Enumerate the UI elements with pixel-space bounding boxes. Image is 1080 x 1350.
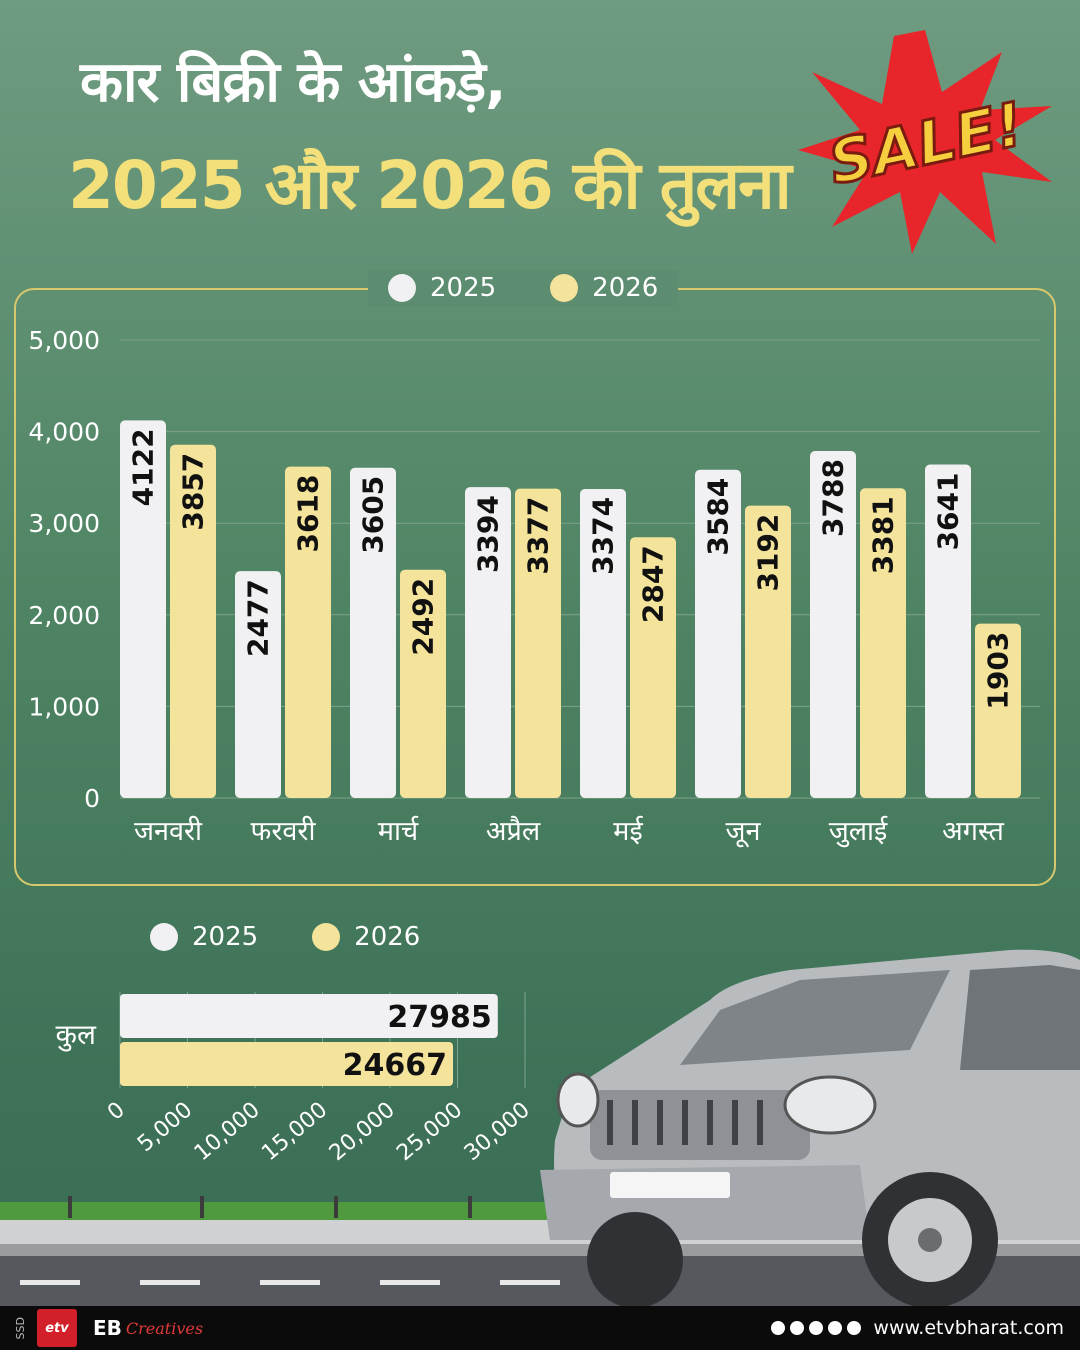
data-label-2026-6: 3192 bbox=[752, 514, 785, 592]
data-label-2025-4: 3394 bbox=[472, 495, 505, 573]
y-tick-label: 2,000 bbox=[28, 601, 100, 630]
bar-2025-1 bbox=[120, 420, 166, 798]
x-tick-label: 15,000 bbox=[257, 1097, 332, 1166]
bar-2026-2 bbox=[285, 466, 331, 798]
x-tick-label: 25,000 bbox=[392, 1097, 467, 1166]
x-category-label: मार्च bbox=[378, 815, 419, 847]
data-label-2026-1: 3857 bbox=[177, 453, 210, 531]
bar-2025-6 bbox=[695, 469, 741, 798]
social-icons bbox=[771, 1321, 862, 1335]
legend-bottom-dot-2026 bbox=[312, 923, 341, 951]
bar-2026-3 bbox=[400, 569, 446, 798]
bar-2026-8 bbox=[975, 623, 1021, 798]
website-link[interactable]: www.etvbharat.com bbox=[873, 1317, 1064, 1339]
footer-creatives: Creatives bbox=[125, 1318, 204, 1338]
y-tick-label: 4,000 bbox=[28, 418, 100, 447]
total-category-label: कुल bbox=[56, 1018, 98, 1052]
data-label-2026-7: 3381 bbox=[867, 496, 900, 574]
data-label-2026-2: 3618 bbox=[292, 475, 325, 553]
legend-top: 2025 2026 bbox=[368, 270, 679, 306]
bar-2026-1 bbox=[170, 444, 216, 798]
sale-starburst-icon bbox=[798, 30, 1052, 254]
data-label-2025-2: 2477 bbox=[242, 579, 275, 657]
total-bar-2026 bbox=[120, 1042, 454, 1086]
bar-2025-7 bbox=[810, 451, 856, 798]
sale-badge: SALE! bbox=[798, 30, 1052, 254]
x-tick-label: 30,000 bbox=[460, 1097, 535, 1166]
data-label-2025-3: 3605 bbox=[357, 476, 390, 554]
data-label-2026-8: 1903 bbox=[982, 632, 1015, 710]
youtube-icon[interactable] bbox=[828, 1321, 843, 1335]
legend-bottom-dot-2025 bbox=[150, 923, 178, 951]
legend-bottom-item-2025: 2025 bbox=[150, 922, 258, 952]
x-category-label: जून bbox=[725, 816, 761, 848]
bar-2025-8 bbox=[925, 464, 971, 798]
footer-ssd: SSD bbox=[14, 1316, 27, 1340]
footer-bar: SSD etv EB Creatives www.etvbharat.com bbox=[0, 1306, 1080, 1350]
legend-bottom-label-2025: 2025 bbox=[192, 922, 259, 952]
data-label-2025-8: 3641 bbox=[932, 472, 965, 550]
total-data-label-2025: 27985 bbox=[387, 1000, 491, 1035]
data-label-2025-7: 3788 bbox=[817, 459, 850, 537]
bar-2025-2 bbox=[235, 571, 281, 798]
legend-bottom-item-2026: 2026 bbox=[312, 922, 420, 952]
legend-item-2026: 2026 bbox=[550, 273, 658, 303]
bar-2025-4 bbox=[465, 487, 511, 798]
x-category-label: जनवरी bbox=[134, 815, 203, 847]
legend-dot-2026 bbox=[550, 274, 579, 302]
bar-2026-6 bbox=[745, 505, 791, 798]
legend-bottom-label-2026: 2026 bbox=[354, 922, 421, 952]
x-category-label: अप्रैल bbox=[486, 815, 541, 847]
x-tick-label: 10,000 bbox=[190, 1097, 265, 1166]
x-category-label: फरवरी bbox=[251, 815, 317, 847]
y-tick-label: 3,000 bbox=[28, 509, 100, 538]
title-line-2: 2025 और 2026 की तुलना bbox=[68, 147, 792, 224]
x-category-label: जुलाई bbox=[829, 815, 889, 848]
data-label-2025-5: 3374 bbox=[587, 497, 620, 575]
x-category-label: अगस्त bbox=[942, 816, 1004, 847]
data-label-2025-6: 3584 bbox=[702, 478, 735, 556]
y-tick-label: 1,000 bbox=[28, 692, 100, 721]
total-data-label-2026: 24667 bbox=[343, 1048, 447, 1083]
x-icon[interactable] bbox=[790, 1321, 805, 1335]
whatsapp-icon[interactable] bbox=[847, 1321, 862, 1335]
y-tick-label: 5,000 bbox=[28, 326, 100, 355]
suv-car-illustration bbox=[540, 949, 1080, 1308]
x-tick-label: 20,000 bbox=[325, 1097, 400, 1166]
x-tick-label: 5,000 bbox=[133, 1097, 197, 1157]
monthly-bar-chart: 0 1,000 2,000 3,000 4,000 5,000 4122 3857 जनवरी 2… bbox=[28, 326, 1040, 848]
etv-logo: etv bbox=[37, 1309, 77, 1347]
data-label-2025-1: 4122 bbox=[127, 428, 160, 506]
legend-label-2025: 2025 bbox=[430, 273, 497, 303]
y-tick-label: 0 bbox=[84, 784, 100, 813]
bar-2025-3 bbox=[350, 467, 396, 798]
x-tick-label: 0 bbox=[103, 1097, 130, 1125]
legend-label-2026: 2026 bbox=[592, 273, 659, 303]
footer-eb: EB bbox=[93, 1316, 122, 1340]
data-label-2026-3: 2492 bbox=[407, 578, 440, 656]
title-line-1: कार बिक्री के आंकड़े, bbox=[80, 50, 506, 115]
bar-2025-5 bbox=[580, 488, 626, 798]
data-label-2026-4: 3377 bbox=[522, 497, 555, 575]
facebook-icon[interactable] bbox=[771, 1321, 786, 1335]
data-label-2026-5: 2847 bbox=[637, 545, 670, 623]
x-category-label: मई bbox=[613, 815, 643, 847]
instagram-icon[interactable] bbox=[809, 1321, 824, 1335]
bar-2026-7 bbox=[860, 488, 906, 798]
total-bar-2025 bbox=[120, 994, 498, 1038]
bar-2026-5 bbox=[630, 537, 676, 798]
bar-2026-4 bbox=[515, 488, 561, 798]
legend-dot-2025 bbox=[388, 274, 416, 302]
legend-bottom: 2025 2026 bbox=[150, 922, 460, 952]
legend-item-2025: 2025 bbox=[388, 273, 496, 303]
